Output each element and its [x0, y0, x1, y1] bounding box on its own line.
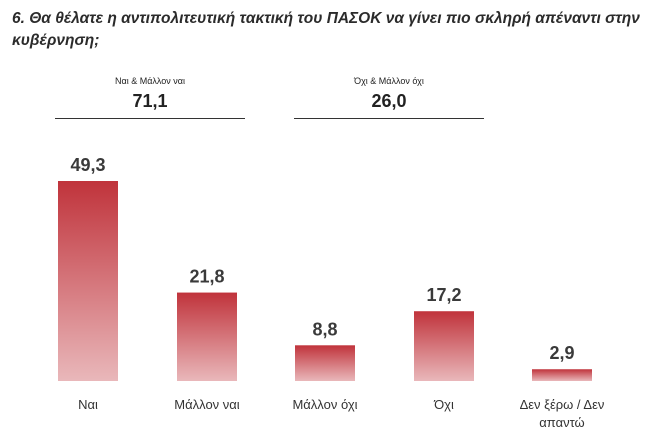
value-label: 17,2 — [426, 285, 461, 305]
bar — [177, 292, 237, 381]
x-tick-label: Δεν ξέρω / Δεν απαντώ — [519, 397, 605, 430]
value-label: 8,8 — [312, 319, 337, 339]
summary-value: 71,1 — [132, 91, 168, 111]
x-tick-label: Ναι — [78, 397, 98, 412]
bar — [414, 311, 474, 381]
value-label: 21,8 — [189, 267, 224, 287]
chart-title: 6. Θα θέλατε η αντιπολιτευτική τακτική τ… — [12, 10, 640, 49]
bar — [58, 181, 118, 381]
value-label: 2,9 — [549, 343, 574, 363]
summary-value: 26,0 — [371, 91, 407, 111]
summary-label: Όχι & Μάλλον όχι — [354, 76, 424, 86]
summary: Όχι & Μάλλον όχι 26,0 — [294, 76, 484, 119]
bar — [532, 369, 592, 381]
summary-label: Ναι & Μάλλον ναι — [115, 76, 185, 86]
x-tick-label: Μάλλον ναι — [174, 397, 240, 412]
value-label: 49,3 — [70, 155, 105, 175]
bar — [295, 345, 355, 381]
summary: Ναι & Μάλλον ναι 71,1 — [55, 76, 245, 119]
x-tick-label: Μάλλον όχι — [292, 397, 358, 412]
x-tick-label: Όχι — [434, 397, 454, 412]
